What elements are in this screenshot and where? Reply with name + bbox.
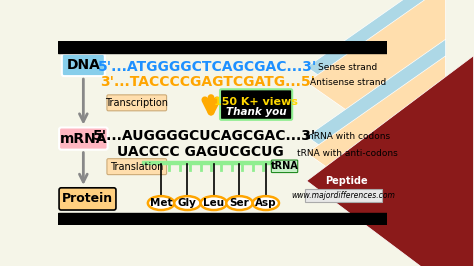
Text: UACCCC GAGUCGCUG: UACCCC GAGUCGCUG	[117, 145, 284, 159]
FancyBboxPatch shape	[305, 189, 383, 202]
Text: tRNA: tRNA	[271, 161, 299, 171]
Bar	[58, 41, 387, 53]
Text: tRNA with anti-codons: tRNA with anti-codons	[297, 149, 398, 158]
Text: Met: Met	[150, 198, 172, 208]
Text: 5'...ATGGGGCTCAGCGAC...3': 5'...ATGGGGCTCAGCGAC...3'	[98, 60, 317, 74]
FancyBboxPatch shape	[107, 95, 166, 111]
Bar	[142, 161, 287, 164]
Text: Thank you: Thank you	[226, 107, 286, 117]
FancyBboxPatch shape	[220, 89, 292, 120]
FancyBboxPatch shape	[107, 159, 166, 175]
Text: www.majordifferences.com: www.majordifferences.com	[292, 191, 395, 200]
FancyBboxPatch shape	[59, 188, 116, 210]
Bar	[58, 213, 387, 225]
Text: 5'...AUGGGGCUCAGCGAC...3': 5'...AUGGGGCUCAGCGAC...3'	[92, 130, 316, 143]
Ellipse shape	[148, 196, 174, 210]
Text: Antisense strand: Antisense strand	[310, 78, 386, 87]
Text: 3'...TACCCCGAGTCGATG...5': 3'...TACCCCGAGTCGATG...5'	[100, 75, 315, 89]
Ellipse shape	[253, 196, 279, 210]
Text: Leu: Leu	[203, 198, 224, 208]
Ellipse shape	[174, 196, 201, 210]
Text: Asp: Asp	[255, 198, 277, 208]
FancyBboxPatch shape	[59, 127, 108, 150]
Text: Translation: Translation	[110, 162, 164, 172]
Ellipse shape	[201, 196, 227, 210]
FancyBboxPatch shape	[62, 54, 105, 76]
Text: Sense strand: Sense strand	[318, 63, 377, 72]
Text: Ser: Ser	[229, 198, 249, 208]
Text: Transcription: Transcription	[105, 98, 168, 108]
Text: DNA: DNA	[66, 58, 100, 72]
Text: Peptide: Peptide	[325, 176, 368, 186]
FancyBboxPatch shape	[271, 160, 298, 173]
Text: mRNA: mRNA	[60, 132, 107, 146]
Text: mRNA with codons: mRNA with codons	[305, 132, 390, 141]
Text: Protein: Protein	[62, 192, 113, 205]
Text: 150 K+ views: 150 K+ views	[214, 97, 298, 107]
Text: Gly: Gly	[178, 198, 197, 208]
Ellipse shape	[226, 196, 253, 210]
